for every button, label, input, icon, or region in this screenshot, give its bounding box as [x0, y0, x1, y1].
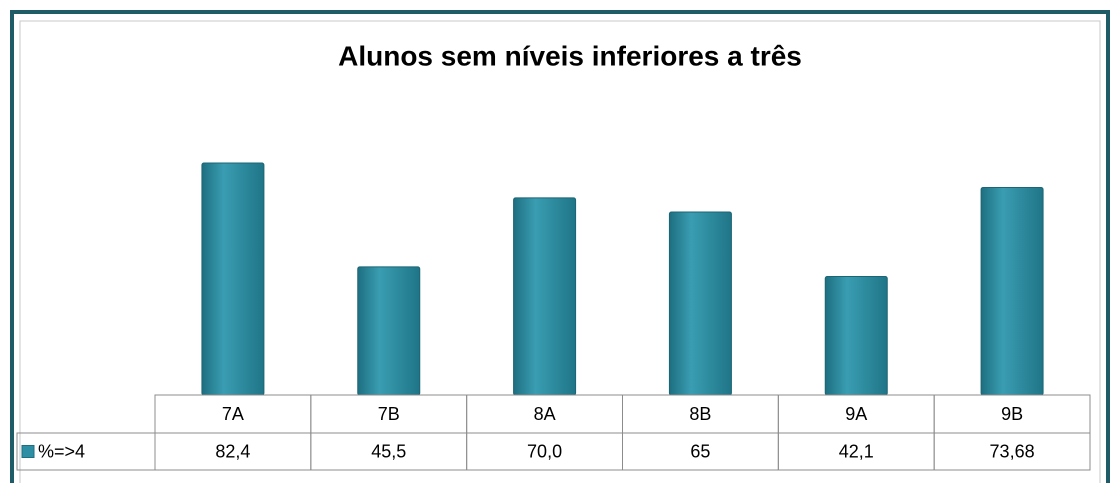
value-label: 65 [690, 441, 710, 461]
bar [201, 162, 265, 396]
category-label: 8B [689, 404, 711, 424]
value-label: 73,68 [990, 441, 1035, 461]
bar [980, 187, 1044, 396]
value-label: 45,5 [371, 441, 406, 461]
value-label: 82,4 [215, 441, 250, 461]
legend-label: %=>4 [38, 441, 85, 461]
outer-frame [10, 10, 1110, 488]
bar [668, 211, 732, 396]
bar [824, 275, 888, 396]
table-cell [933, 432, 1091, 471]
bar [357, 266, 421, 396]
value-label: 70,0 [527, 441, 562, 461]
category-label: 7A [222, 404, 244, 424]
legend-key [21, 445, 35, 458]
chart-title: Alunos sem níveis inferiores a três [338, 40, 802, 71]
category-label: 9A [845, 404, 867, 424]
category-label: 9B [1001, 404, 1023, 424]
category-label: 8A [534, 404, 556, 424]
value-label: 42,1 [839, 441, 874, 461]
bar [513, 197, 577, 396]
category-label: 7B [378, 404, 400, 424]
